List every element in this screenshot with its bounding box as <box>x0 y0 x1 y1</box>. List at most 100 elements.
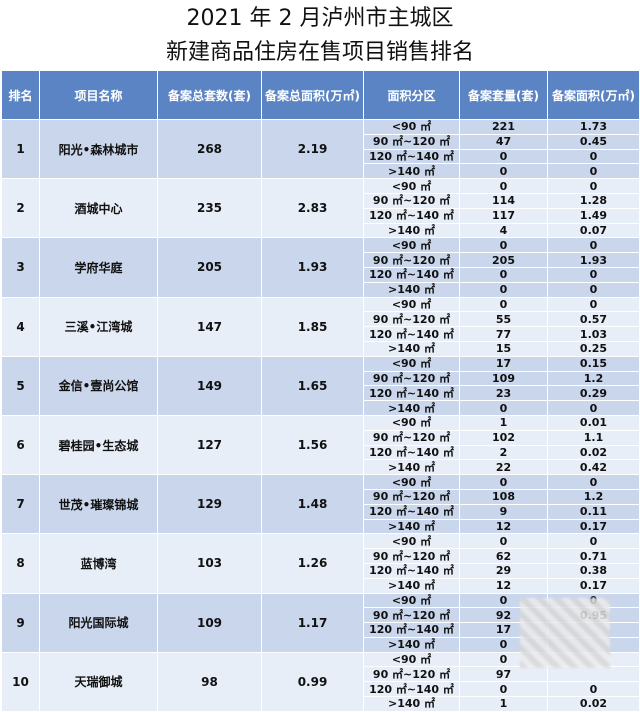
units-cell: 12 <box>459 578 548 594</box>
area-cell: 0 <box>547 267 640 283</box>
total-units-cell: 235 <box>157 178 262 239</box>
units-cell: 109 <box>459 371 548 387</box>
total-area-cell: 1.56 <box>261 415 364 476</box>
area-range-cell: >140 ㎡ <box>363 341 460 357</box>
area-range-cell: 90 ㎡~120 ㎡ <box>363 193 460 209</box>
project-name-cell: 蓝博湾 <box>39 533 158 594</box>
units-cell: 2 <box>459 445 548 461</box>
table-row: 120 ㎡~140 ㎡ 2 0.02 <box>2 445 640 461</box>
area-range-cell: 120 ㎡~140 ㎡ <box>363 622 460 638</box>
project-name-cell: 阳光•森林城市 <box>39 119 158 180</box>
table-row: 90 ㎡~120 ㎡ 97 <box>2 666 640 683</box>
area-range-cell: <90 ㎡ <box>363 652 460 668</box>
rank-cell: 5 <box>1 356 40 416</box>
rank-cell: 7 <box>1 474 40 535</box>
units-cell: 205 <box>459 252 548 268</box>
header-project-name: 项目名称 <box>39 70 158 120</box>
table-row: 90 ㎡~120 ㎡ 114 1.28 <box>2 193 640 209</box>
area-range-cell: 90 ㎡~120 ㎡ <box>363 489 460 505</box>
area-cell: 0 <box>547 474 640 490</box>
units-cell: 0 <box>459 297 548 313</box>
area-range-cell: 120 ㎡~140 ㎡ <box>363 681 460 698</box>
area-cell: 0.02 <box>547 696 640 712</box>
total-area-cell: 2.19 <box>261 119 364 180</box>
project-name-cell: 金信•壹尚公馆 <box>39 356 158 416</box>
table-row: 90 ㎡~120 ㎡ 47 0.45 <box>2 134 640 150</box>
area-cell: 1.2 <box>547 371 640 387</box>
area-cell: 0 <box>547 400 640 416</box>
units-cell: 114 <box>459 193 548 209</box>
project-name-cell: 天瑞御城 <box>39 652 158 712</box>
area-range-cell: 90 ㎡~120 ㎡ <box>363 430 460 446</box>
rank-cell: 3 <box>1 237 40 298</box>
area-cell: 0.17 <box>547 519 640 535</box>
area-range-cell: 90 ㎡~120 ㎡ <box>363 666 460 683</box>
area-range-cell: 90 ㎡~120 ㎡ <box>363 607 460 624</box>
units-cell: 0 <box>459 149 548 165</box>
area-cell: 0.01 <box>547 415 640 431</box>
area-range-cell: 90 ㎡~120 ㎡ <box>363 252 460 268</box>
total-area-cell: 1.48 <box>261 474 364 535</box>
area-range-cell: >140 ㎡ <box>363 282 460 298</box>
area-cell: 0.07 <box>547 223 640 239</box>
area-cell: 0 <box>547 178 640 194</box>
area-range-cell: <90 ㎡ <box>363 119 460 135</box>
total-units-cell: 109 <box>157 593 262 653</box>
total-units-cell: 103 <box>157 533 262 594</box>
units-cell: 17 <box>459 356 548 372</box>
rank-cell: 2 <box>1 178 40 239</box>
area-cell: 1.73 <box>547 119 640 135</box>
area-cell: 0.45 <box>547 134 640 150</box>
units-cell: 0 <box>459 474 548 490</box>
table-row: 3 学府华庭 205 1.93 <90 ㎡ 0 0 <box>1 237 640 298</box>
table-row: 120 ㎡~140 ㎡ 0 0 <box>2 149 640 165</box>
area-range-cell: >140 ㎡ <box>363 459 460 476</box>
rank-cell: 1 <box>1 119 40 180</box>
area-cell: 0.29 <box>547 385 640 402</box>
units-cell: 29 <box>459 563 548 579</box>
units-cell: 0 <box>459 237 548 254</box>
project-name-cell: 阳光国际城 <box>39 593 158 653</box>
area-range-cell: 120 ㎡~140 ㎡ <box>363 445 460 461</box>
area-range-cell: 120 ㎡~140 ㎡ <box>363 326 460 342</box>
area-range-cell: 120 ㎡~140 ㎡ <box>363 385 460 402</box>
area-range-cell: <90 ㎡ <box>363 178 460 194</box>
title-line-1: 2021 年 2 月泸州市主城区 <box>186 6 454 31</box>
area-range-cell: >140 ㎡ <box>363 637 460 653</box>
units-cell: 55 <box>459 311 548 328</box>
table-row: >140 ㎡ 15 0.25 <box>2 341 640 357</box>
table-row: 1 阳光•森林城市 268 2.19 <90 ㎡ 221 1.73 <box>1 119 640 180</box>
table-row: >140 ㎡ 0 0 <box>2 400 640 416</box>
units-cell: 0 <box>459 178 548 194</box>
table-row: 90 ㎡~120 ㎡ 102 1.1 <box>2 430 640 446</box>
total-area-cell: 1.17 <box>261 593 364 653</box>
table-row: >140 ㎡ 0 0 <box>2 163 640 180</box>
area-range-cell: >140 ㎡ <box>363 163 460 180</box>
area-cell: 1.93 <box>547 252 640 268</box>
units-cell: 102 <box>459 430 548 446</box>
area-cell: 0.57 <box>547 311 640 328</box>
report-title: 2021 年 2 月泸州市主城区 新建商品住房在售项目销售排名 <box>0 0 640 70</box>
watermark-blur <box>520 598 610 668</box>
table-row: >140 ㎡ 22 0.42 <box>2 459 640 476</box>
table-row: >140 ㎡ 12 0.17 <box>2 578 640 594</box>
project-name-cell: 三溪•江湾城 <box>39 297 158 357</box>
project-name-cell: 酒城中心 <box>39 178 158 239</box>
table-row: 7 世茂•璀璨锦城 129 1.48 <90 ㎡ 0 0 <box>1 474 640 535</box>
units-cell: 0 <box>459 400 548 416</box>
units-cell: 47 <box>459 134 548 150</box>
area-cell: 0 <box>547 149 640 165</box>
table-row: 90 ㎡~120 ㎡ 109 1.2 <box>2 371 640 387</box>
total-area-cell: 1.26 <box>261 533 364 594</box>
area-range-cell: 90 ㎡~120 ㎡ <box>363 311 460 328</box>
units-cell: 0 <box>459 163 548 180</box>
area-range-cell: >140 ㎡ <box>363 400 460 416</box>
area-range-cell: 120 ㎡~140 ㎡ <box>363 267 460 283</box>
units-cell: 0 <box>459 533 548 550</box>
area-cell: 0.71 <box>547 548 640 564</box>
area-range-cell: >140 ㎡ <box>363 696 460 712</box>
area-range-cell: 90 ㎡~120 ㎡ <box>363 134 460 150</box>
rank-cell: 8 <box>1 533 40 594</box>
units-cell: 12 <box>459 519 548 535</box>
table-row: 90 ㎡~120 ㎡ 55 0.57 <box>2 311 640 328</box>
